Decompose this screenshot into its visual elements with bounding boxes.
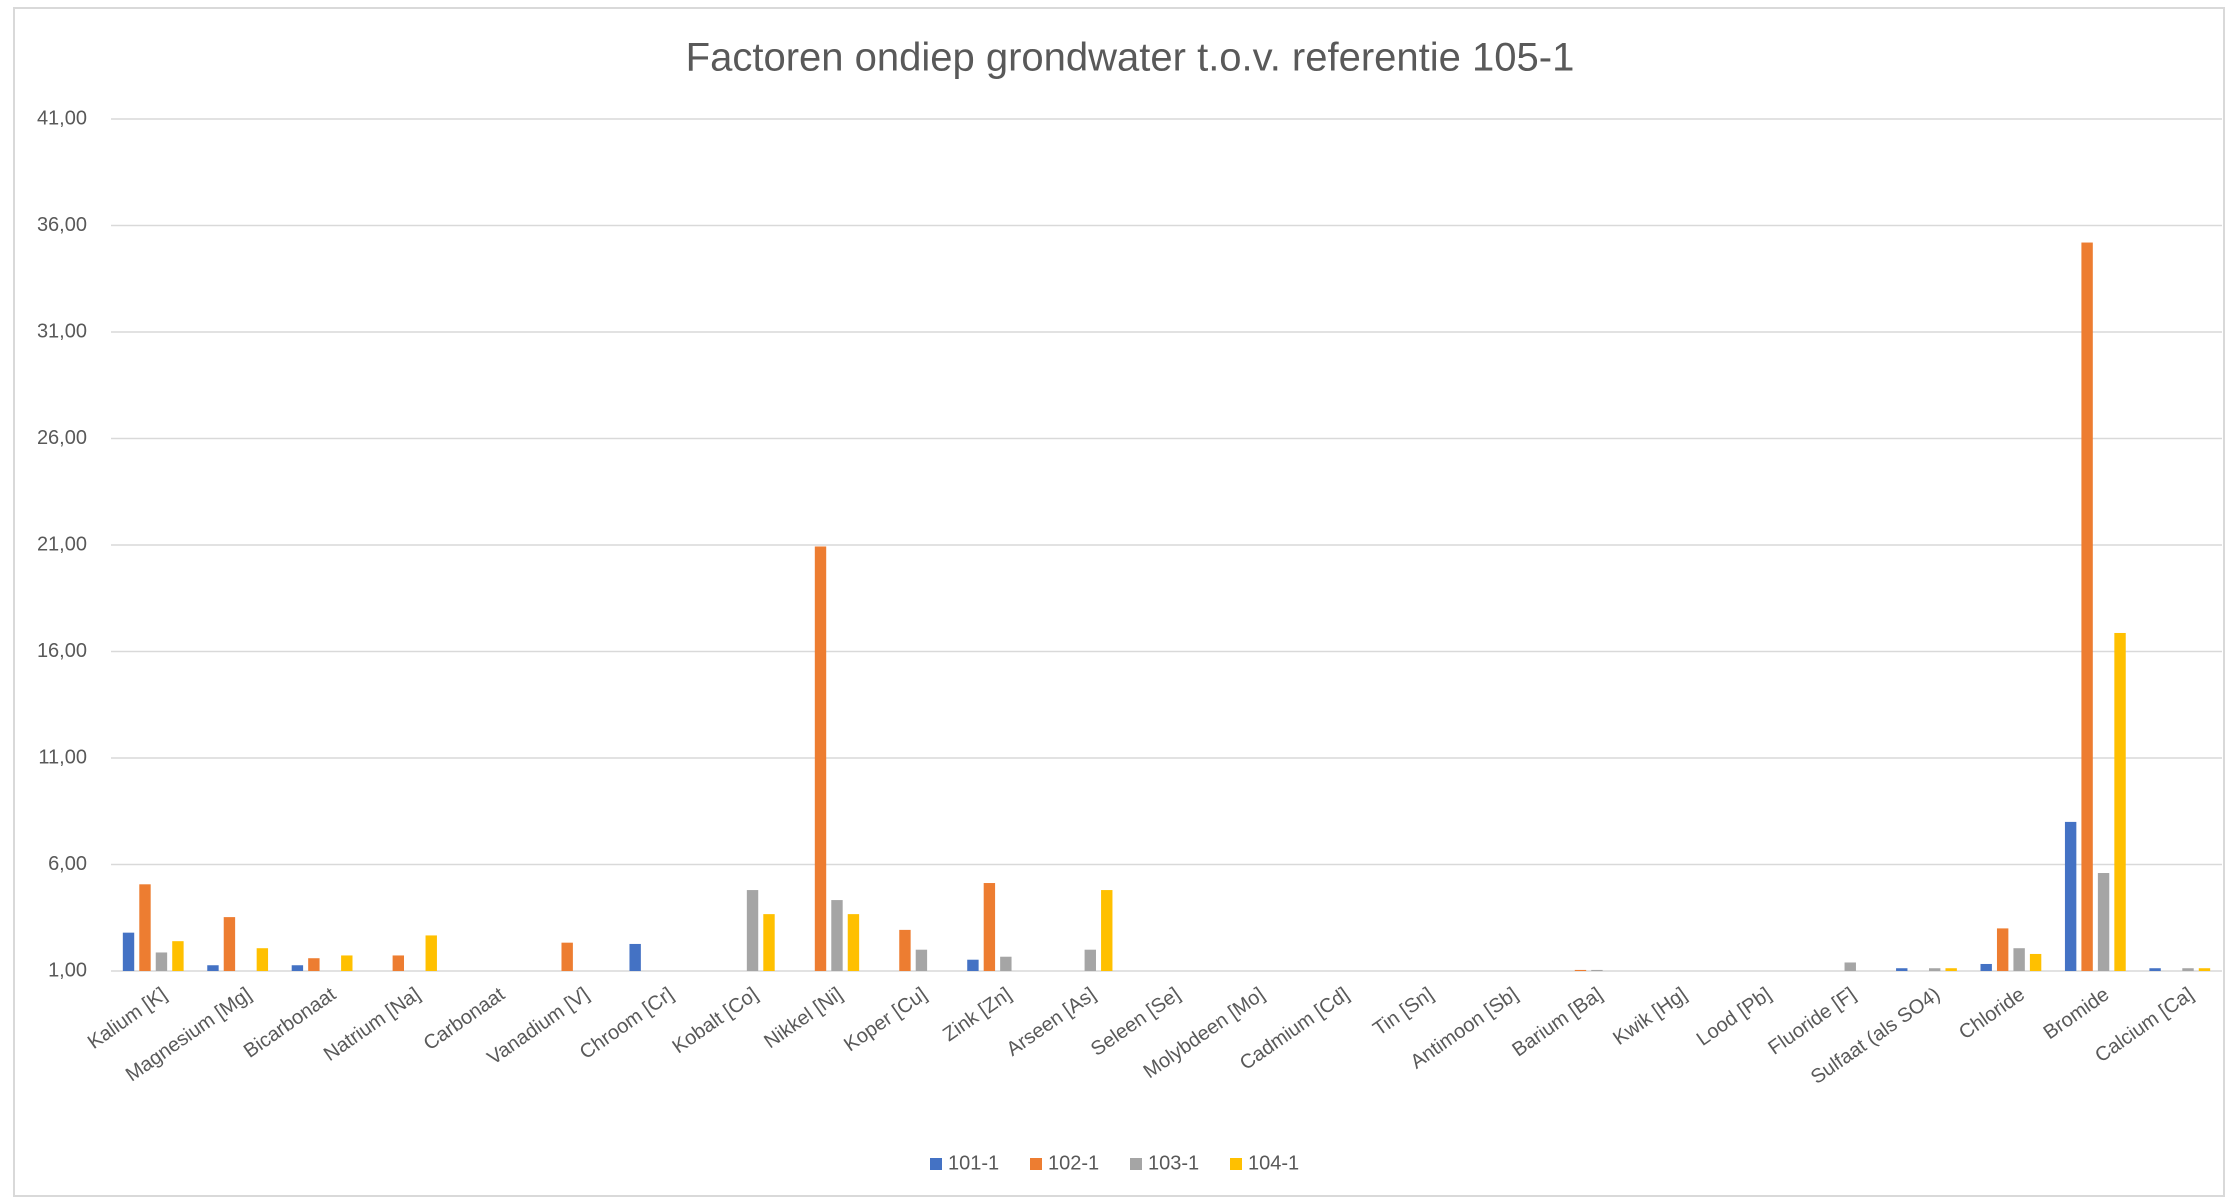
legend-label: 102-1: [1048, 1152, 1099, 1174]
bar: [155, 952, 168, 971]
bar: [2182, 968, 2194, 971]
bar: [1844, 962, 1856, 971]
y-tick-label: 31,00: [37, 320, 87, 342]
bar: [291, 965, 304, 971]
bar: [1928, 968, 1941, 971]
bar: [308, 958, 320, 971]
legend-swatch: [930, 1158, 942, 1170]
bar: [1945, 968, 1957, 971]
bar: [139, 884, 151, 971]
bar: [1101, 890, 1113, 971]
bar: [2114, 632, 2126, 971]
bar: [392, 955, 405, 971]
bar: [1896, 968, 1908, 971]
legend-label: 103-1: [1148, 1152, 1199, 1174]
y-tick-label: 16,00: [37, 640, 87, 662]
bar: [899, 929, 911, 971]
bar: [425, 935, 437, 971]
chart-title: Factoren ondiep grondwater t.o.v. refere…: [686, 36, 1575, 80]
bar: [814, 546, 827, 971]
bar: [122, 932, 135, 971]
bar: [1084, 949, 1096, 971]
bar: [2097, 873, 2110, 971]
bar: [1996, 928, 2009, 971]
chart-border: [13, 7, 2225, 1197]
legend-swatch: [1130, 1158, 1142, 1170]
y-tick-label: 41,00: [37, 107, 87, 129]
bar: [1574, 969, 1587, 971]
bar: [2081, 242, 2093, 972]
bar: [256, 948, 269, 971]
bar: [341, 955, 353, 971]
bar: [983, 883, 996, 971]
bar: [2029, 953, 2042, 971]
bar: [763, 914, 775, 971]
bar: [207, 965, 219, 971]
y-tick-label: 6,00: [48, 853, 87, 875]
bar: [967, 959, 979, 971]
bar: [2064, 821, 2077, 971]
bar: [1980, 963, 1992, 971]
bar: [1591, 969, 1603, 971]
bar: [561, 942, 573, 971]
bar: [223, 917, 236, 971]
y-tick-label: 26,00: [37, 427, 87, 449]
legend-label: 101-1: [948, 1152, 999, 1174]
y-tick-label: 21,00: [37, 533, 87, 555]
bar: [746, 890, 759, 971]
bar: [2013, 948, 2025, 971]
bar: [1000, 956, 1012, 971]
bar: [831, 900, 843, 971]
bar: [2149, 968, 2161, 971]
y-tick-label: 11,00: [38, 746, 87, 768]
bar: [2198, 968, 2211, 971]
bar: [629, 943, 641, 971]
legend-swatch: [1030, 1158, 1042, 1170]
y-tick-label: 36,00: [37, 214, 87, 236]
y-tick-label: 1,00: [48, 959, 87, 981]
bar: [915, 949, 928, 971]
bar: [847, 914, 860, 971]
legend-label: 104-1: [1248, 1152, 1299, 1174]
legend-swatch: [1230, 1158, 1242, 1170]
bar: [172, 941, 184, 971]
